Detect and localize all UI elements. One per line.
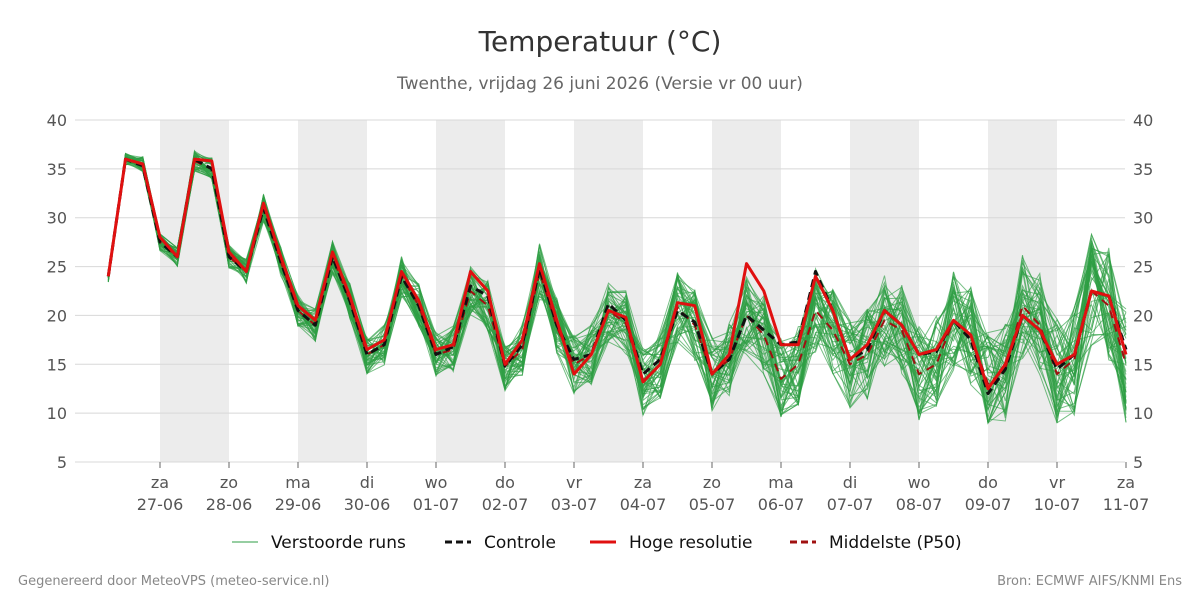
chart-legend: Verstoorde runs Controle Hoge resolutie Mid… xyxy=(232,533,962,553)
x-tick-day: za xyxy=(151,473,169,492)
x-tick-date: 09-07 xyxy=(965,495,1012,514)
x-tick-day: ma xyxy=(285,473,310,492)
y-tick-label-right: 25 xyxy=(1133,258,1153,277)
main-series xyxy=(106,157,1128,396)
x-tick-date: 29-06 xyxy=(275,495,322,514)
x-tick-day: wo xyxy=(425,473,448,492)
footer-generator: Gegenereerd door MeteoVPS (meteo-service… xyxy=(18,574,329,589)
x-tick-date: 05-07 xyxy=(689,495,736,514)
y-tick-label-right: 20 xyxy=(1133,306,1153,325)
chart-subtitle: Twenthe, vrijdag 26 juni 2026 (Versie vr… xyxy=(396,74,803,94)
y-tick-label-left: 30 xyxy=(47,209,67,228)
y-tick-label-right: 35 xyxy=(1133,160,1153,179)
shaded-day-band xyxy=(160,120,229,462)
x-tick-day: zo xyxy=(703,473,721,492)
y-tick-label-left: 25 xyxy=(47,258,67,277)
x-tick-date: 07-07 xyxy=(827,495,874,514)
grid-lines xyxy=(75,119,1125,463)
y-tick-label-right: 10 xyxy=(1133,404,1153,423)
x-tick-day: zo xyxy=(220,473,238,492)
x-tick-day: za xyxy=(1117,473,1135,492)
y-axis-left: 5 10 15 20 25 30 35 40 xyxy=(47,111,67,472)
x-tick-day: za xyxy=(634,473,652,492)
x-tick-day: ma xyxy=(768,473,793,492)
y-tick-label-right: 30 xyxy=(1133,209,1153,228)
x-tick-date: 01-07 xyxy=(413,495,460,514)
legend-label: Middelste (P50) xyxy=(829,533,962,553)
x-tick-date: 11-07 xyxy=(1103,495,1150,514)
x-tick-date: 04-07 xyxy=(620,495,667,514)
x-tick-day: wo xyxy=(908,473,931,492)
ensemble-run-line xyxy=(107,157,1127,406)
y-tick-label-right: 15 xyxy=(1133,355,1153,374)
x-tick-date: 03-07 xyxy=(551,495,598,514)
x-tick-date: 10-07 xyxy=(1034,495,1081,514)
x-tick-day: vr xyxy=(566,473,582,492)
chart-title: Temperatuur (°C) xyxy=(478,25,722,58)
x-tick-date: 02-07 xyxy=(482,495,529,514)
y-tick-label-left: 40 xyxy=(47,111,67,130)
x-tick-date: 08-07 xyxy=(896,495,943,514)
y-tick-label-right: 40 xyxy=(1133,111,1153,130)
legend-label: Verstoorde runs xyxy=(271,533,406,553)
y-tick-label-right: 5 xyxy=(1133,453,1143,472)
legend-label: Hoge resolutie xyxy=(629,533,753,553)
x-tick-day: do xyxy=(978,473,998,492)
shaded-day-band xyxy=(298,120,367,462)
y-tick-label-left: 20 xyxy=(47,306,67,325)
y-axis-right: 5 10 15 20 25 30 35 40 xyxy=(1133,111,1153,472)
x-axis: za 27-06 zo 28-06 ma 29-06 di 30-06 wo 01-07 do 02-… xyxy=(137,462,1150,514)
y-tick-label-left: 35 xyxy=(47,160,67,179)
x-tick-day: vr xyxy=(1049,473,1065,492)
x-tick-date: 06-07 xyxy=(758,495,805,514)
y-tick-label-left: 5 xyxy=(57,453,67,472)
high-resolution-line xyxy=(106,157,1128,391)
x-tick-date: 30-06 xyxy=(344,495,391,514)
x-tick-date: 27-06 xyxy=(137,495,184,514)
legend-label: Controle xyxy=(484,533,556,553)
y-tick-label-left: 10 xyxy=(47,404,67,423)
footer-source: Bron: ECMWF AIFS/KNMI Ens xyxy=(997,574,1182,589)
x-tick-day: di xyxy=(843,473,858,492)
x-tick-date: 28-06 xyxy=(206,495,253,514)
x-tick-day: do xyxy=(495,473,515,492)
ensemble-run-line xyxy=(107,157,1127,424)
y-tick-label-left: 15 xyxy=(47,355,67,374)
x-tick-day: di xyxy=(360,473,375,492)
